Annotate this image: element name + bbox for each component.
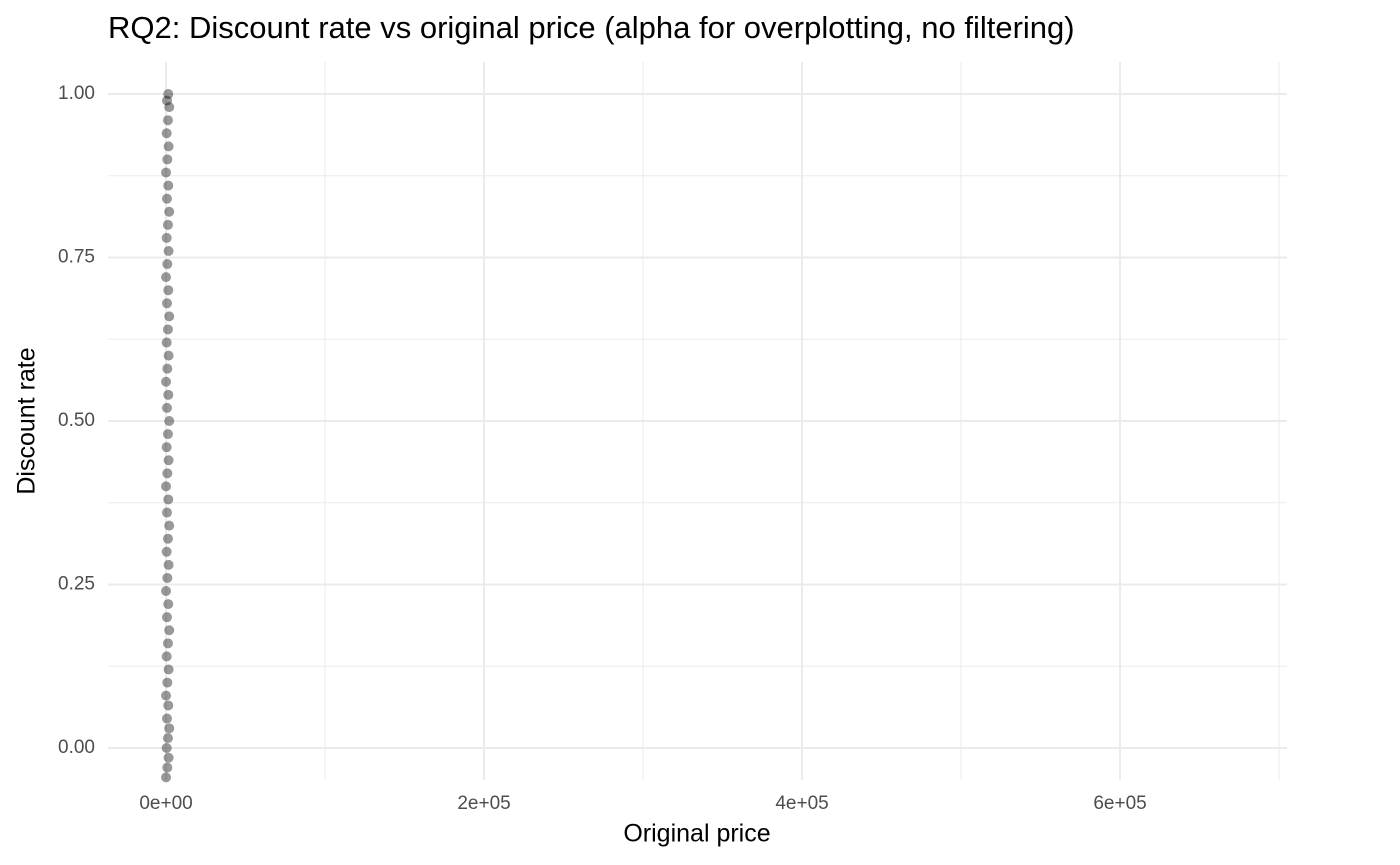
point xyxy=(164,416,175,426)
point xyxy=(163,285,174,296)
x-tick-label: 2e+05 xyxy=(457,793,510,814)
point xyxy=(163,599,174,610)
point xyxy=(162,468,173,479)
point xyxy=(163,350,174,361)
point xyxy=(162,324,173,335)
point xyxy=(161,272,172,283)
point xyxy=(164,625,175,636)
x-tick-label: 0e+00 xyxy=(139,793,192,814)
point xyxy=(162,677,173,688)
point xyxy=(162,572,173,583)
y-tick-label: 0.00 xyxy=(58,737,95,758)
point xyxy=(161,167,172,178)
y-axis-label: Discount rate xyxy=(13,347,41,494)
point xyxy=(161,193,172,204)
point xyxy=(164,723,175,734)
point xyxy=(162,154,173,165)
point xyxy=(163,559,174,570)
point xyxy=(161,376,172,387)
point xyxy=(161,507,172,518)
point xyxy=(163,752,174,763)
y-tick-label: 1.00 xyxy=(58,83,95,104)
y-tick-label: 0.25 xyxy=(58,573,95,594)
y-tick-label: 0.75 xyxy=(58,247,95,268)
point xyxy=(164,102,175,113)
point xyxy=(161,546,172,557)
point xyxy=(161,95,172,106)
y-tick-label: 0.50 xyxy=(58,410,95,431)
point xyxy=(162,533,173,544)
point xyxy=(162,259,173,270)
point xyxy=(161,586,172,597)
x-tick-label: 6e+05 xyxy=(1093,793,1146,814)
x-tick-label: 4e+05 xyxy=(775,793,828,814)
point xyxy=(161,481,172,492)
point xyxy=(161,713,172,724)
point xyxy=(164,206,175,217)
point xyxy=(163,700,174,711)
point xyxy=(161,232,172,243)
chart-title: RQ2: Discount rate vs original price (al… xyxy=(108,10,1075,45)
point xyxy=(161,612,172,623)
point xyxy=(163,389,174,400)
point xyxy=(161,742,172,753)
point xyxy=(162,762,173,773)
point xyxy=(163,245,174,256)
point xyxy=(162,638,173,649)
point xyxy=(162,429,173,440)
point xyxy=(163,494,174,505)
point xyxy=(161,772,172,783)
point xyxy=(163,89,174,100)
point xyxy=(161,337,172,348)
point xyxy=(161,402,172,413)
point xyxy=(164,311,175,322)
point xyxy=(164,520,175,531)
x-axis-label: Original price xyxy=(623,820,770,848)
point xyxy=(163,141,174,152)
point xyxy=(162,115,173,126)
point xyxy=(163,180,174,191)
point xyxy=(161,442,172,453)
point xyxy=(162,363,173,374)
point xyxy=(162,733,173,744)
point xyxy=(161,690,172,701)
point xyxy=(163,455,174,466)
point xyxy=(161,651,172,662)
point xyxy=(163,664,174,675)
point xyxy=(161,298,172,309)
point xyxy=(162,219,173,230)
point xyxy=(161,128,172,139)
